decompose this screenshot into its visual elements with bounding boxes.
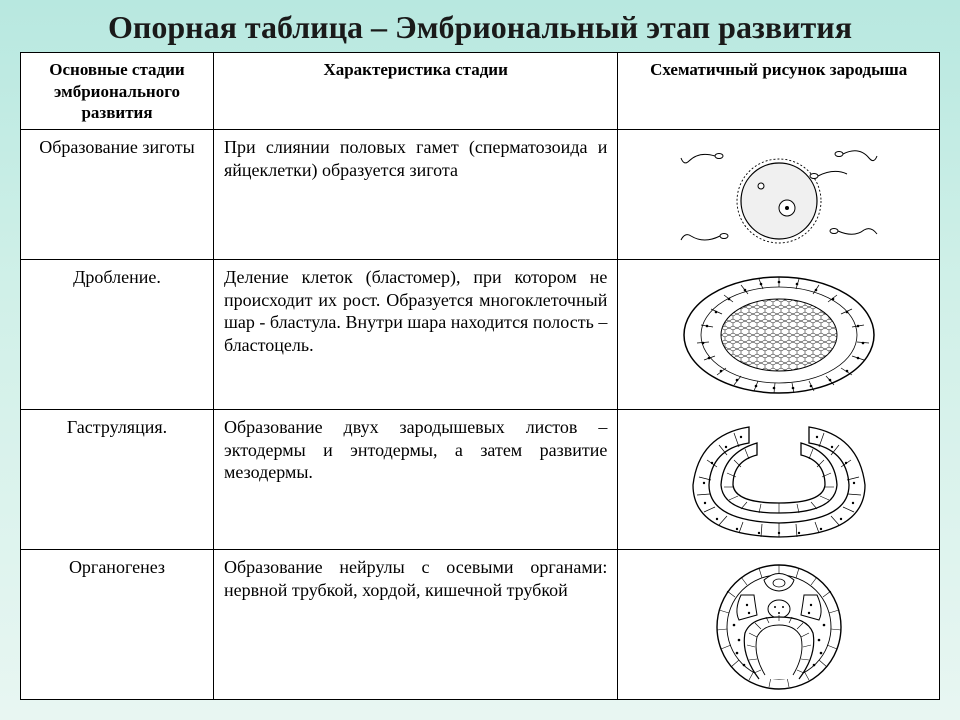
- neurula-diagram: [679, 555, 879, 695]
- diagram-cell-gastrula: [618, 410, 940, 550]
- page-title: Опорная таблица – Эмбриональный этап раз…: [20, 8, 940, 46]
- header-col1: Основные стадии эмбрионального развития: [21, 53, 214, 130]
- desc-cell: Образование нейрулы с осевыми органами: …: [213, 550, 617, 700]
- desc-cell: Образование двух зародышевых листов – эк…: [213, 410, 617, 550]
- table-row: Дробление. Деление клеток (бластомер), п…: [21, 260, 940, 410]
- stage-cell: Дробление.: [21, 260, 214, 410]
- stage-cell: Гаструляция.: [21, 410, 214, 550]
- gastrula-diagram: [679, 415, 879, 545]
- desc-cell: Деление клеток (бластомер), при котором …: [213, 260, 617, 410]
- zygote-diagram: [679, 136, 879, 254]
- table-row: Гаструляция. Образование двух зародышевы…: [21, 410, 940, 550]
- stage-cell: Органогенез: [21, 550, 214, 700]
- table-header-row: Основные стадии эмбрионального развития …: [21, 53, 940, 130]
- stage-cell: Образование зиготы: [21, 130, 214, 260]
- embryo-table: Основные стадии эмбрионального развития …: [20, 52, 940, 700]
- blastula-diagram: [669, 265, 889, 405]
- table-row: Образование зиготы При слиянии половых г…: [21, 130, 940, 260]
- header-col3: Схематичный рисунок зародыша: [618, 53, 940, 130]
- diagram-cell-blastula: [618, 260, 940, 410]
- diagram-cell-neurula: [618, 550, 940, 700]
- header-col2: Характеристика стадии: [213, 53, 617, 130]
- table-row: Органогенез Образование нейрулы с осевым…: [21, 550, 940, 700]
- desc-cell: При слиянии половых гамет (сперматозоида…: [213, 130, 617, 260]
- slide: Опорная таблица – Эмбриональный этап раз…: [0, 0, 960, 720]
- diagram-cell-zygote: [618, 130, 940, 260]
- table-container: Основные стадии эмбрионального развития …: [20, 52, 940, 700]
